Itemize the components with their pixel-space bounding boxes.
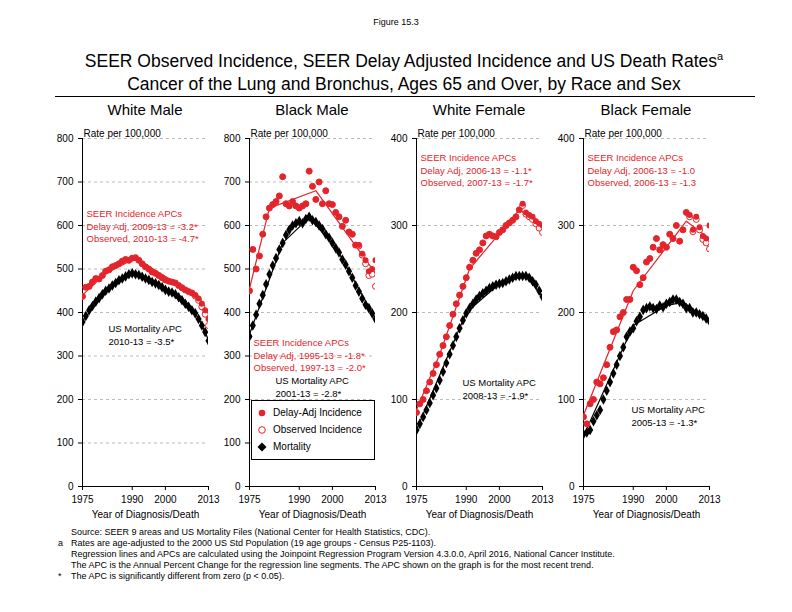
svg-text:Year of Diagnosis/Death: Year of Diagnosis/Death (426, 509, 533, 520)
svg-text:1975: 1975 (405, 494, 428, 505)
svg-text:US Mortality APC2001-13 = -2.8: US Mortality APC2001-13 = -2.8* (276, 375, 350, 398)
svg-text:100: 100 (558, 394, 575, 405)
svg-text:1990: 1990 (622, 494, 645, 505)
svg-text:0: 0 (569, 481, 575, 492)
svg-text:2000: 2000 (655, 494, 678, 505)
svg-text:300: 300 (224, 350, 241, 361)
svg-text:2013: 2013 (698, 494, 721, 505)
svg-text:2000: 2000 (488, 494, 511, 505)
svg-text:Rate per 100,000: Rate per 100,000 (84, 128, 162, 139)
svg-text:1975: 1975 (71, 494, 94, 505)
svg-text:Year of Diagnosis/Death: Year of Diagnosis/Death (593, 509, 700, 520)
svg-text:100: 100 (391, 394, 408, 405)
html-text:White Female: White Female (432, 101, 526, 118)
svg-text:500: 500 (57, 263, 74, 274)
svg-text:Year of Diagnosis/Death: Year of Diagnosis/Death (92, 509, 199, 520)
svg-text:0: 0 (68, 481, 74, 492)
html-text:The APC is significantly diffe: The APC is significantly different from … (71, 571, 285, 581)
svg-text:SEER Incidence APCsDelay Adj,: SEER Incidence APCsDelay Adj, 2006-13 = … (421, 152, 534, 188)
svg-text:2000: 2000 (321, 494, 344, 505)
svg-text:US Mortality APC2008-13 = -1.9: US Mortality APC2008-13 = -1.9* (463, 377, 537, 400)
svg-text:2013: 2013 (531, 494, 554, 505)
html-text:Rates are age-adjusted to the: Rates are age-adjusted to the 2000 US St… (71, 538, 437, 548)
svg-text:200: 200 (57, 394, 74, 405)
svg-text:SEER Incidence APCsDelay Adj,: SEER Incidence APCsDelay Adj, 2006-13 = … (588, 152, 697, 188)
svg-text:300: 300 (558, 220, 575, 231)
svg-text:700: 700 (57, 176, 74, 187)
svg-text:0: 0 (235, 481, 241, 492)
svg-text:1990: 1990 (288, 494, 311, 505)
svg-text:600: 600 (224, 220, 241, 231)
svg-text:200: 200 (224, 394, 241, 405)
html-text:SEER Observed Incidence, SEER: SEER Observed Incidence, SEER Delay Adju… (84, 50, 724, 71)
svg-text:1990: 1990 (455, 494, 478, 505)
svg-text:1975: 1975 (572, 494, 595, 505)
html-text:Figure 15.3: Figure 15.3 (373, 17, 419, 27)
svg-text:2013: 2013 (197, 494, 220, 505)
svg-text:US Mortality APC2010-13 = -3.5: US Mortality APC2010-13 = -3.5* (109, 323, 183, 346)
html-text:Source: SEER 9 areas and US Mo: Source: SEER 9 areas and US Mortality Fi… (71, 527, 431, 537)
html-text:Cancer of the Lung and Bronchu: Cancer of the Lung and Bronchus, Ages 65… (127, 73, 681, 94)
svg-text:500: 500 (224, 263, 241, 274)
svg-text:Rate per 100,000: Rate per 100,000 (418, 128, 496, 139)
svg-text:0: 0 (402, 481, 408, 492)
svg-text:800: 800 (224, 133, 241, 144)
svg-text:US Mortality APC2005-13 = -1.3: US Mortality APC2005-13 = -1.3* (632, 404, 706, 427)
svg-text:300: 300 (391, 220, 408, 231)
html-text:Black Male: Black Male (275, 101, 349, 118)
svg-text:400: 400 (391, 133, 408, 144)
svg-text:300: 300 (57, 350, 74, 361)
html-text:The APC is the Annual Percent: The APC is the Annual Percent Change for… (71, 560, 594, 570)
html-text:White Male: White Male (107, 101, 183, 118)
svg-text:1975: 1975 (238, 494, 261, 505)
html-text:Observed Incidence: Observed Incidence (273, 424, 362, 435)
svg-text:200: 200 (391, 307, 408, 318)
svg-text:Rate per 100,000: Rate per 100,000 (585, 128, 663, 139)
svg-text:600: 600 (57, 220, 74, 231)
svg-text:400: 400 (57, 307, 74, 318)
svg-text:Rate per 100,000: Rate per 100,000 (251, 128, 329, 139)
html-text:Black Female: Black Female (600, 101, 692, 118)
svg-text:400: 400 (558, 133, 575, 144)
svg-text:800: 800 (57, 133, 74, 144)
svg-text:400: 400 (224, 307, 241, 318)
svg-text:2013: 2013 (364, 494, 387, 505)
svg-text:SEER Incidence APCsDelay Adj,: SEER Incidence APCsDelay Adj, 2009-13 = … (87, 208, 200, 244)
svg-text:SEER Incidence APCsDelay Adj,: SEER Incidence APCsDelay Adj, 1995-13 = … (254, 337, 367, 373)
svg-text:200: 200 (558, 307, 575, 318)
html-text:a: a (58, 538, 63, 548)
html-text:Mortality: Mortality (273, 441, 311, 452)
svg-text:100: 100 (224, 437, 241, 448)
svg-text:2000: 2000 (154, 494, 177, 505)
html-text:Delay-Adj Incidence: Delay-Adj Incidence (273, 407, 362, 418)
svg-text:1990: 1990 (121, 494, 144, 505)
html-text:Regression lines and APCs are: Regression lines and APCs are calculated… (71, 549, 615, 559)
svg-text:100: 100 (57, 437, 74, 448)
svg-text:Year of Diagnosis/Death: Year of Diagnosis/Death (259, 509, 366, 520)
svg-text:700: 700 (224, 176, 241, 187)
